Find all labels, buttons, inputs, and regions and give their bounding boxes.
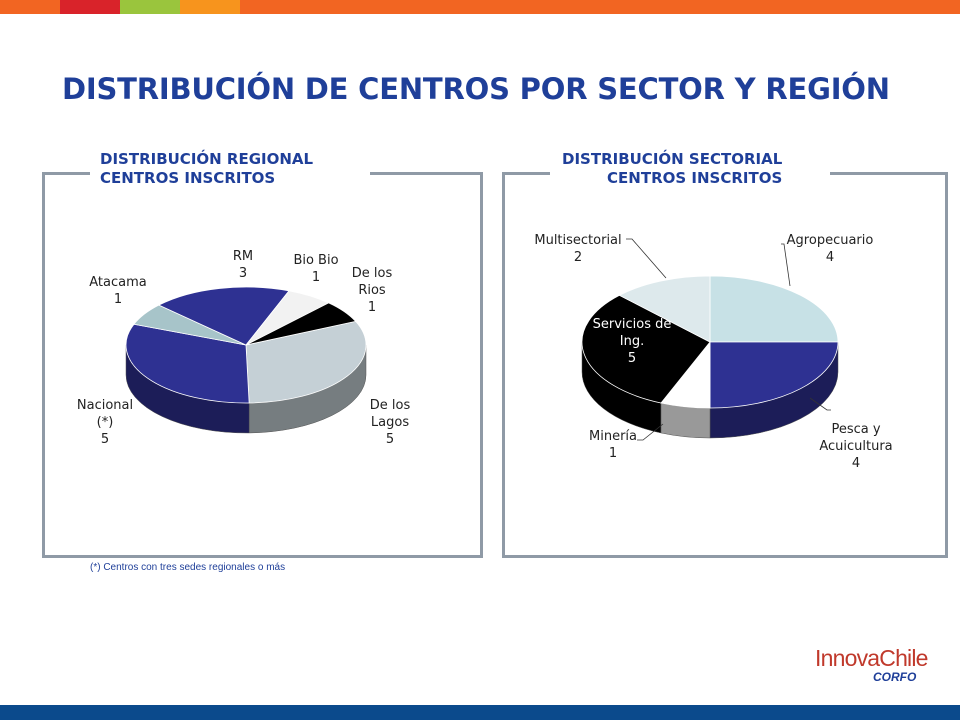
label-de-los-rios: De los Rios 1 — [352, 266, 393, 315]
label-pesca-acuicultura: Pesca y Acuicultura 4 — [819, 422, 892, 471]
logo-brand: InnovaChile — [815, 645, 928, 671]
regional-panel-title: DISTRIBUCIÓN REGIONAL CENTROS INSCRITOS — [100, 150, 314, 188]
pie-slice-de-los-rios — [245, 302, 357, 346]
label-servicios-ing: Servicios de Ing. 5 — [593, 317, 672, 366]
sectorial-title-line2: CENTROS INSCRITOS — [607, 169, 783, 187]
label-rm: RM 3 — [233, 249, 253, 281]
pie-slice-rm — [158, 286, 290, 346]
regional-title-line1: DISTRIBUCIÓN REGIONAL — [100, 150, 314, 168]
label-nacional: Nacional (*) 5 — [77, 398, 133, 447]
sectorial-title-line1: DISTRIBUCIÓN SECTORIAL — [562, 150, 783, 168]
label-agropecuario: Agropecuario 4 — [787, 233, 874, 265]
label-mineria: Minería 1 — [589, 429, 637, 461]
top-bar-segment — [180, 0, 240, 14]
top-bar-segment — [120, 0, 180, 14]
pie-slice-multisectorial — [618, 275, 711, 343]
leader-agropecuario — [781, 243, 791, 287]
panel-top-border — [42, 172, 90, 175]
sectorial-pie — [581, 275, 839, 439]
leader-multisectorial — [626, 238, 667, 279]
leader-mineria — [637, 423, 664, 441]
sectorial-panel-title: DISTRIBUCIÓN SECTORIAL CENTROS INSCRITOS — [562, 150, 783, 188]
label-atacama: Atacama 1 — [89, 275, 146, 307]
pie-slice-de-los-lagos — [245, 320, 367, 404]
pie-slice-servicios-de-ing — [581, 294, 711, 404]
top-bar-segment — [60, 0, 120, 14]
pie-slice-agropecuario — [709, 275, 839, 343]
label-bio-bio: Bio Bio 1 — [293, 253, 338, 285]
panel-top-border — [830, 172, 945, 175]
top-color-bar — [0, 0, 960, 14]
regional-title-line2: CENTROS INSCRITOS — [100, 169, 276, 187]
top-bar-segment — [240, 0, 960, 14]
pie-labels: De los Lagos 5 Nacional (*) 5 Atacama 1 RM 3 Bio B… — [77, 233, 893, 471]
logo-sub: CORFO — [873, 670, 917, 684]
footnote: (*) Centros con tres sedes regionales o … — [90, 562, 286, 573]
pie-slice-nacional — [125, 323, 250, 404]
bottom-bar — [0, 705, 960, 720]
top-bar-segment — [0, 0, 60, 14]
regional-pie — [125, 286, 367, 434]
page-title: DISTRIBUCIÓN DE CENTROS POR SECTOR Y REG… — [62, 72, 890, 106]
regional-panel — [42, 172, 483, 558]
panel-top-border — [370, 172, 480, 175]
leader-pesca — [809, 397, 831, 411]
pie-slice-pesca-y-acuicultura — [709, 341, 839, 409]
label-de-los-lagos: De los Lagos 5 — [370, 398, 411, 447]
label-multisectorial: Multisectorial 2 — [534, 233, 621, 265]
innovachile-logo: InnovaChile CORFO — [815, 645, 935, 695]
panel-top-border — [502, 172, 550, 175]
sectorial-panel — [502, 172, 948, 558]
